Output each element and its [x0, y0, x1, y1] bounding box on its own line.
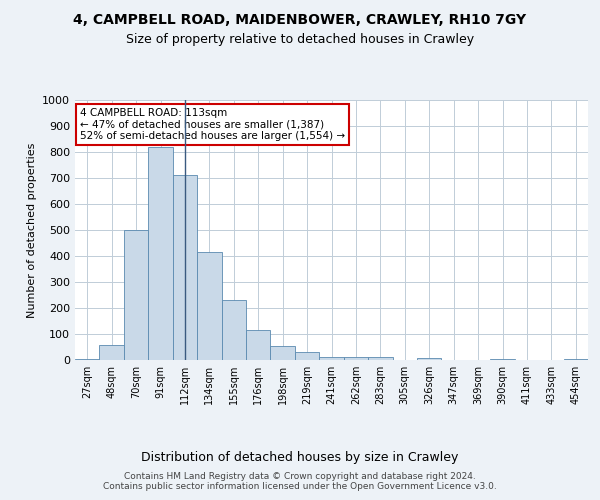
Text: Size of property relative to detached houses in Crawley: Size of property relative to detached ho…	[126, 32, 474, 46]
Bar	[368, 357, 392, 360]
Text: Contains public sector information licensed under the Open Government Licence v3: Contains public sector information licen…	[103, 482, 497, 491]
Bar	[148, 147, 173, 360]
Bar	[563, 358, 588, 360]
Text: Distribution of detached houses by size in Crawley: Distribution of detached houses by size …	[142, 451, 458, 464]
Bar	[124, 230, 148, 360]
Bar	[295, 352, 319, 360]
Text: Contains HM Land Registry data © Crown copyright and database right 2024.: Contains HM Land Registry data © Crown c…	[124, 472, 476, 481]
Bar	[173, 176, 197, 360]
Bar	[319, 356, 344, 360]
Bar	[246, 330, 271, 360]
Text: 4 CAMPBELL ROAD: 113sqm
← 47% of detached houses are smaller (1,387)
52% of semi: 4 CAMPBELL ROAD: 113sqm ← 47% of detache…	[80, 108, 345, 141]
Text: 4, CAMPBELL ROAD, MAIDENBOWER, CRAWLEY, RH10 7GY: 4, CAMPBELL ROAD, MAIDENBOWER, CRAWLEY, …	[73, 12, 527, 26]
Bar	[100, 345, 124, 360]
Bar	[344, 358, 368, 360]
Y-axis label: Number of detached properties: Number of detached properties	[26, 142, 37, 318]
Bar	[417, 358, 442, 360]
Bar	[490, 358, 515, 360]
Bar	[271, 346, 295, 360]
Bar	[221, 300, 246, 360]
Bar	[75, 358, 100, 360]
Bar	[197, 252, 221, 360]
